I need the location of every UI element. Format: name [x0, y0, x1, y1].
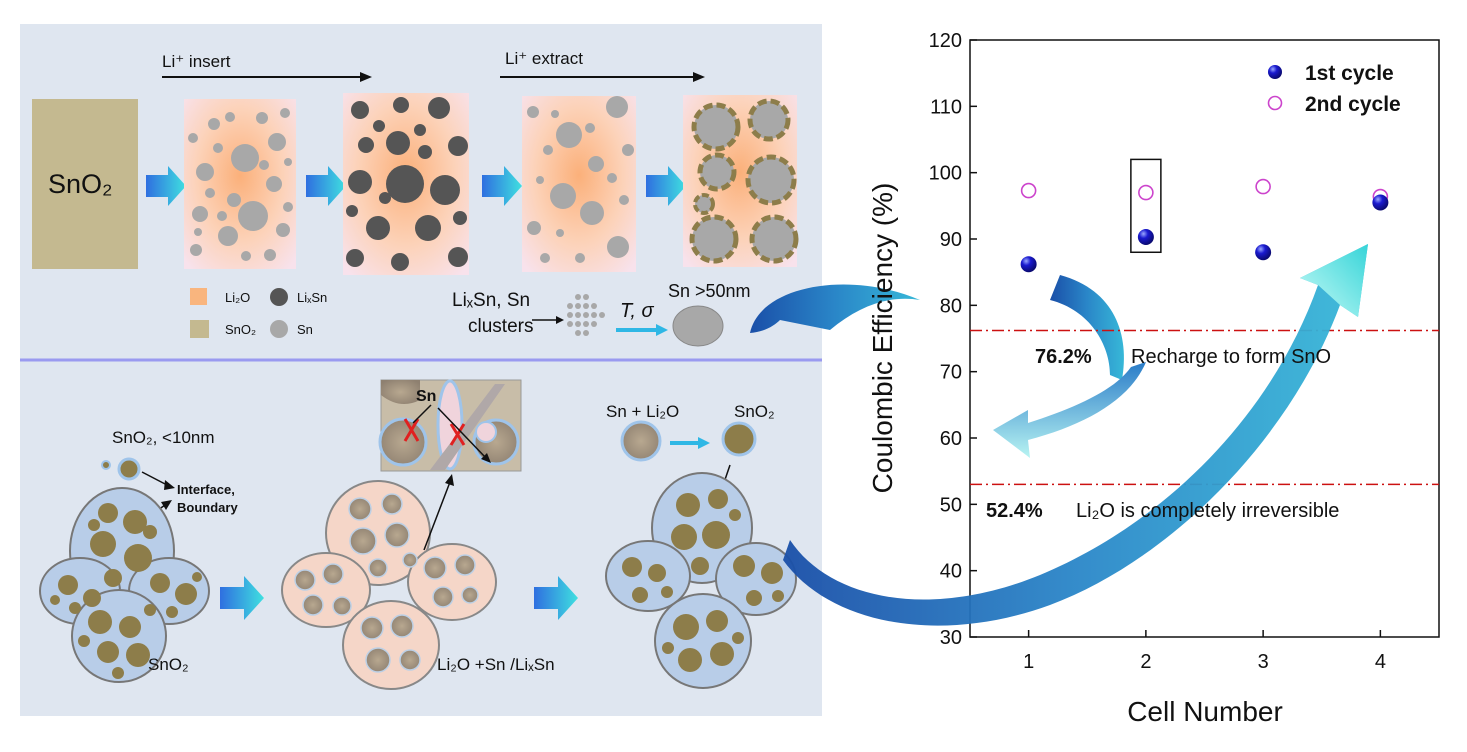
- legend-li2o-swatch: [190, 288, 207, 305]
- recharge-curve-arrow: [993, 362, 1146, 458]
- x-tick-label: 1: [1023, 651, 1034, 673]
- insert-label: Li⁺ insert: [162, 52, 231, 71]
- y-tick-label: 70: [940, 362, 962, 384]
- cluster-dots: [567, 294, 605, 336]
- legend-lixsn: LiₓSn: [297, 290, 327, 305]
- legend-marker-1st: [1268, 65, 1282, 79]
- step-arrow-3: [482, 166, 522, 206]
- return-curve-arrow: [783, 244, 1368, 626]
- point-2nd-cycle: [1255, 178, 1271, 195]
- y-tick-label: 40: [940, 561, 962, 583]
- y-axis-title: Coulombic Efficiency (%): [867, 183, 898, 494]
- point-1st-cycle: [1255, 244, 1272, 261]
- reaction-arrow: [698, 437, 710, 449]
- cluster-growth-arrow: [656, 324, 668, 336]
- extract-label: Li⁺ extract: [505, 49, 583, 68]
- ref2-value: 52.4%: [986, 500, 1043, 522]
- legend-label-2nd: 2nd cycle: [1305, 93, 1401, 116]
- reaction-left-label: Sn + Li₂O: [606, 402, 679, 421]
- step-arrow-1: [146, 166, 186, 206]
- y-tick-label: 90: [940, 229, 962, 251]
- sno2-block-label: SnO₂: [48, 169, 113, 199]
- mixed-aggregate: [281, 480, 497, 690]
- stage4-particles: [689, 98, 799, 264]
- plot-frame: [969, 39, 1440, 638]
- y-tick-label: 100: [929, 163, 962, 185]
- point-1st-cycle: [1137, 229, 1154, 246]
- clusters-label-2: clusters: [468, 316, 533, 337]
- interface-label-1: Interface,: [177, 482, 235, 497]
- insert-arrow: [360, 72, 372, 82]
- x-tick-label: 4: [1375, 651, 1386, 673]
- return-curve-arrowhead: [1300, 244, 1368, 317]
- ref1-value: 76.2%: [1035, 346, 1092, 368]
- clusters-label-1: LiₓSn, Sn: [452, 290, 530, 311]
- product-particle: [721, 421, 757, 457]
- legend-label-1st: 1st cycle: [1305, 62, 1394, 85]
- transfer-arrow-join: [1050, 275, 1125, 380]
- small-particle-label: SnO₂, <10nm: [112, 428, 215, 447]
- t-sigma-label: T, σ: [620, 300, 654, 322]
- schematic-legend: Li₂O LiₓSn SnO₂ Sn: [190, 288, 327, 338]
- y-tick-label: 120: [929, 30, 962, 52]
- x-tick-label: 2: [1140, 651, 1151, 673]
- y-tick-label: 50: [940, 494, 962, 516]
- legend-sn-swatch: [270, 320, 288, 338]
- legend-sn: Sn: [297, 322, 313, 337]
- stage3-particles: [527, 96, 634, 263]
- y-tick-label: 110: [930, 96, 962, 118]
- sno2-aggregate: [39, 487, 210, 683]
- legend-sno2: SnO₂: [225, 322, 256, 337]
- ref1-text: Recharge to form SnO: [1131, 346, 1331, 368]
- step-arrow-4: [646, 166, 686, 206]
- point-2nd-cycle: [1020, 182, 1037, 199]
- bottom-arrow-1: [220, 576, 264, 620]
- x-tick-label: 3: [1258, 651, 1269, 673]
- recovered-aggregate: [605, 472, 797, 689]
- legend-sno2-swatch: [190, 320, 209, 338]
- extract-arrow: [693, 72, 705, 82]
- mixed-aggregate-label: Li₂O +Sn /LiₓSn: [437, 655, 555, 674]
- sno2-aggregate-label: SnO₂: [148, 655, 189, 674]
- point-2nd-cycle: [1138, 184, 1154, 201]
- chart-legend: 1st cycle 2nd cycle: [1267, 62, 1401, 116]
- y-tick-label: 30: [940, 627, 962, 649]
- small-sno2-particle: [117, 457, 141, 481]
- highlight-box: [1130, 158, 1162, 254]
- tiny-sno2-particle: [101, 460, 111, 470]
- interface-label-2: Boundary: [177, 500, 238, 515]
- ref2-text: Li₂O is completely irreversible: [1076, 500, 1339, 522]
- inset-sn-label: Sn: [416, 388, 436, 405]
- sn-large-label: Sn >50nm: [668, 281, 751, 301]
- bottom-arrow-2: [534, 576, 578, 620]
- y-tick-label: 60: [940, 428, 962, 450]
- legend-lixsn-swatch: [270, 288, 288, 306]
- sn-large-particle: [672, 305, 724, 347]
- stage2-particles: [346, 97, 468, 271]
- transfer-arrow-top: [750, 284, 920, 333]
- reactant-particle: [620, 420, 662, 462]
- step-arrow-2: [306, 166, 346, 206]
- interface-inset: [378, 379, 522, 472]
- stage1-particles: [188, 108, 293, 261]
- point-1st-cycle: [1372, 194, 1389, 211]
- sno2-block: [32, 99, 138, 269]
- point-1st-cycle: [1020, 256, 1037, 273]
- x-axis-title: Cell Number: [1127, 696, 1283, 727]
- y-tick-label: 80: [940, 295, 962, 317]
- reaction-right-label: SnO₂: [734, 402, 775, 421]
- legend-marker-2nd: [1267, 95, 1283, 111]
- legend-li2o: Li₂O: [225, 290, 250, 305]
